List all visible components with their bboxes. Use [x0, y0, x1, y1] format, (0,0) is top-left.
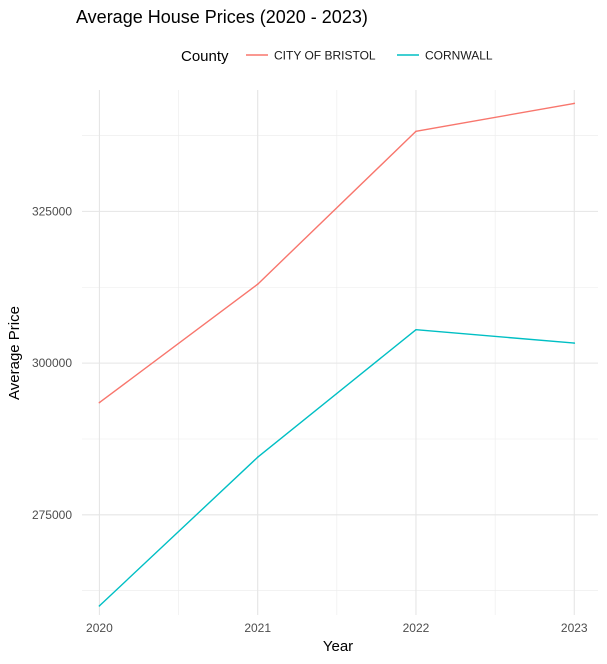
- legend-title: County: [181, 48, 229, 65]
- y-tick-label: 275000: [32, 508, 72, 522]
- y-axis-ticks: 275000 300000 325000: [32, 204, 72, 521]
- data-point-city-of-bristol: [415, 130, 417, 133]
- data-point-city-of-bristol: [98, 401, 101, 404]
- x-tick-label: 2021: [244, 621, 271, 635]
- data-point-cornwall: [256, 456, 259, 458]
- data-point-city-of-bristol: [573, 102, 576, 105]
- legend-items: CITY OF BRISTOL CORNWALL: [246, 49, 493, 63]
- y-tick-label: 325000: [32, 204, 72, 218]
- data-point-cornwall: [415, 328, 417, 331]
- x-axis-title: Year: [323, 638, 353, 655]
- legend-label-city-of-bristol: CITY OF BRISTOL: [274, 49, 376, 63]
- series-line-cornwall: [98, 329, 575, 607]
- x-axis-ticks: 2020 2021 2022 2023: [86, 621, 588, 635]
- data-point-city-of-bristol: [256, 283, 259, 286]
- grid-lines: [82, 90, 598, 615]
- y-axis-title: Average Price: [6, 306, 23, 400]
- legend-label-cornwall: CORNWALL: [425, 49, 493, 63]
- x-tick-label: 2022: [403, 621, 430, 635]
- chart-title: Average House Prices (2020 - 2023): [76, 7, 368, 27]
- legend: County CITY OF BRISTOL CORNWALL: [181, 48, 493, 65]
- series-lines: [98, 102, 576, 607]
- x-tick-label: 2023: [561, 621, 588, 635]
- y-tick-label: 300000: [32, 356, 72, 370]
- data-point-cornwall: [98, 605, 101, 607]
- x-tick-label: 2020: [86, 621, 113, 635]
- data-point-cornwall: [573, 342, 576, 344]
- series-line-city-of-bristol: [98, 102, 575, 404]
